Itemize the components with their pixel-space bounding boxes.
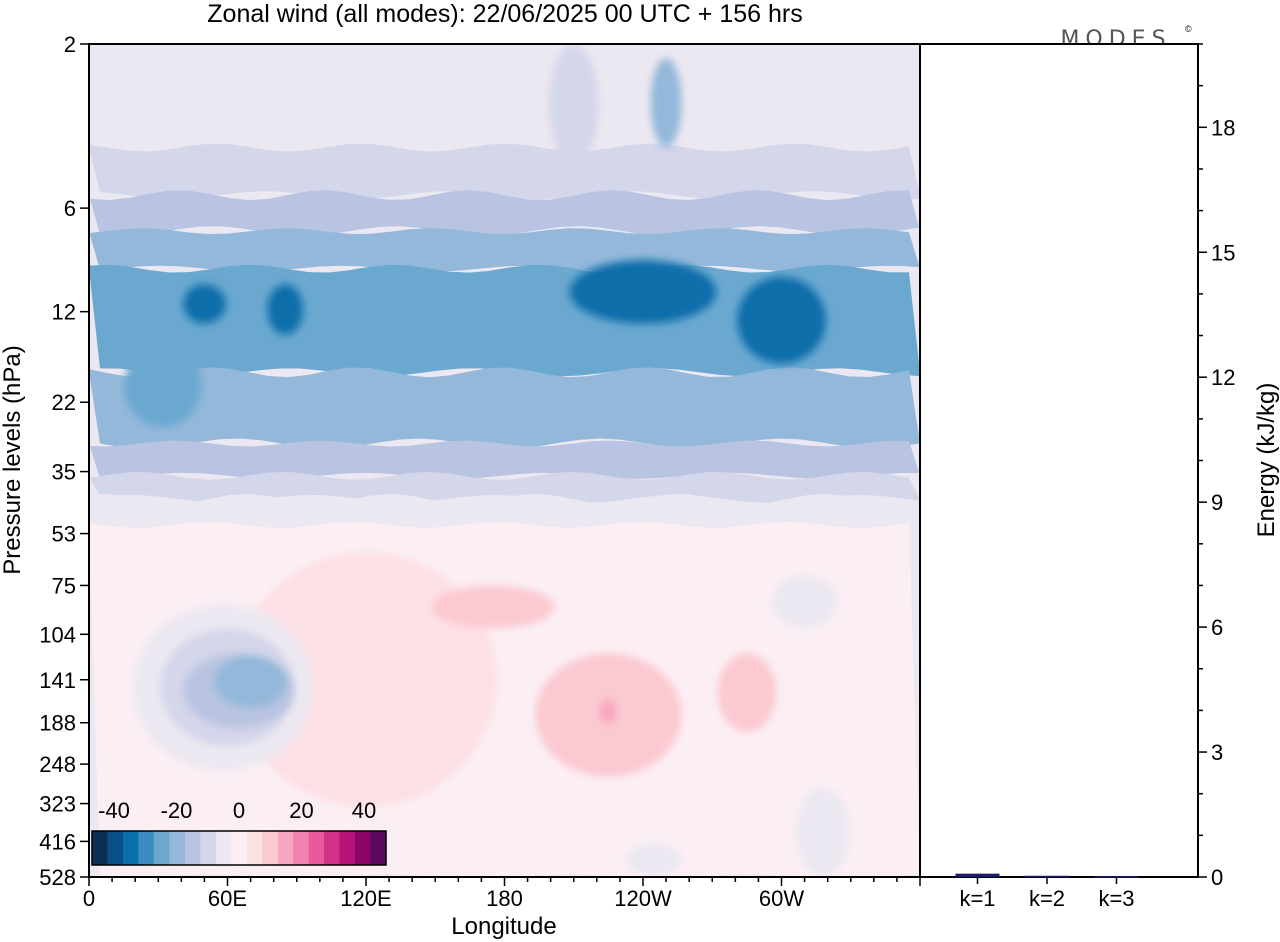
- wind-band: [89, 143, 920, 200]
- x-tick-label: 120E: [340, 886, 391, 911]
- y-axis: 2 6 12 22 35 53 75 104 141 188 248 323 416 528: [39, 32, 89, 890]
- energy-bar: [1094, 876, 1139, 878]
- wind-band: [89, 440, 920, 479]
- chart-title: Zonal wind (all modes): 22/06/2025 00 UT…: [207, 0, 802, 28]
- colorbar-swatch: [92, 831, 108, 865]
- colorbar-swatch: [169, 831, 186, 865]
- y-tick-label: 75: [52, 573, 76, 598]
- x-axis: 0 60E 120E 180 120W 60W: [83, 877, 921, 911]
- colorbar-swatch: [122, 831, 139, 865]
- bar-chart-frame: [919, 43, 1199, 878]
- x-tick-label: 60E: [208, 886, 247, 911]
- x-tick-label: 120W: [614, 886, 672, 911]
- wind-band: [89, 190, 920, 237]
- wind-blob: [267, 284, 304, 335]
- y-tick-label: 416: [39, 829, 76, 854]
- wind-blob: [627, 842, 682, 877]
- y-axis-label: Pressure levels (hPa): [0, 345, 26, 574]
- bar-x-tick-label: k=1: [959, 886, 995, 911]
- wind-blob: [431, 585, 555, 629]
- bar-y-tick-label: 18: [1211, 115, 1235, 140]
- energy-bar: [1025, 875, 1069, 878]
- y-tick-label: 323: [39, 792, 76, 817]
- colorbar-swatch: [246, 831, 263, 865]
- wind-band: [89, 228, 920, 272]
- colorbar-frame: [91, 830, 387, 866]
- bar-y-tick-label: 6: [1211, 615, 1223, 640]
- energy-bars: [955, 873, 1139, 878]
- colorbar-swatch: [293, 831, 310, 865]
- wind-blob: [717, 653, 777, 732]
- colorbar-swatch: [339, 831, 356, 865]
- bar-y-tick-label: 15: [1211, 240, 1235, 265]
- colorbar-swatch: [277, 831, 294, 865]
- y-tick-label: 104: [39, 622, 76, 647]
- colorbar-swatch: [355, 831, 372, 865]
- y-tick-label: 188: [39, 711, 76, 736]
- bar-y-tick-label: 0: [1211, 865, 1223, 890]
- y-tick-label: 528: [39, 865, 76, 890]
- y-tick-label: 22: [52, 390, 76, 415]
- wind-band: [89, 44, 920, 151]
- colorbar-tick-label: 40: [352, 798, 376, 823]
- colorbar-swatch: [370, 831, 387, 865]
- colorbar-tick-label: -20: [161, 798, 193, 823]
- colorbar-swatch: [324, 831, 341, 865]
- bar-x-axis: k=1 k=2 k=3: [959, 877, 1135, 911]
- wind-blob: [569, 260, 717, 324]
- bar-y-axis: 0 3 6 9 12 15 18: [1198, 43, 1235, 890]
- colorbar-swatch: [107, 831, 124, 865]
- x-tick-label: 60W: [759, 886, 804, 911]
- bar-y-tick-label: 12: [1211, 365, 1235, 390]
- y-tick-label: 6: [64, 196, 76, 221]
- y-tick-label: 53: [52, 522, 76, 547]
- colorbar-swatch: [184, 831, 201, 865]
- bar-y-axis-label: Energy (kJ/kg): [1253, 383, 1280, 538]
- wind-band: [89, 493, 920, 530]
- y-tick-label: 141: [39, 668, 76, 693]
- wind-blob: [548, 44, 599, 166]
- y-tick-label: 248: [39, 752, 76, 777]
- colorbar-swatch: [153, 831, 170, 865]
- wind-blob: [235, 552, 497, 807]
- wind-blob: [737, 276, 826, 364]
- y-tick-label: 35: [52, 460, 76, 485]
- colorbar-swatch: [262, 831, 279, 865]
- wind-blob: [214, 655, 287, 708]
- wind-blob: [650, 58, 682, 148]
- wind-blob: [183, 284, 226, 324]
- bar-x-tick-label: k=3: [1098, 886, 1134, 911]
- colorbar-swatch: [200, 831, 217, 865]
- colorbar-tick-label: 20: [289, 798, 313, 823]
- colorbar-swatch: [215, 831, 232, 865]
- modes-logo-mark: ©: [1185, 24, 1192, 34]
- colorbar: -40 -20 0 20 40: [91, 798, 387, 866]
- wind-blob: [124, 345, 202, 428]
- bar-y-tick-label: 3: [1211, 740, 1223, 765]
- wind-blob: [795, 787, 851, 877]
- colorbar-tick-label: -40: [98, 798, 130, 823]
- colorbar-swatch: [138, 831, 155, 865]
- wind-blob: [771, 575, 838, 629]
- bar-y-tick-label: 9: [1211, 490, 1223, 515]
- y-tick-label: 2: [64, 32, 76, 57]
- colorbar-swatch: [308, 831, 325, 865]
- colorbar-tick-label: 0: [233, 798, 245, 823]
- wind-band: [89, 471, 920, 503]
- energy-bar: [955, 873, 1000, 877]
- x-tick-label: 0: [83, 886, 95, 911]
- wind-band: [89, 367, 920, 449]
- colorbar-swatch: [231, 831, 248, 865]
- x-tick-label: 180: [486, 886, 523, 911]
- x-axis-label: Longitude: [451, 913, 556, 940]
- bar-x-tick-label: k=2: [1029, 886, 1065, 911]
- heatmap-blobs: [124, 44, 851, 877]
- heatmap-area: [89, 44, 920, 877]
- wind-blob: [599, 698, 617, 725]
- y-tick-label: 12: [52, 300, 76, 325]
